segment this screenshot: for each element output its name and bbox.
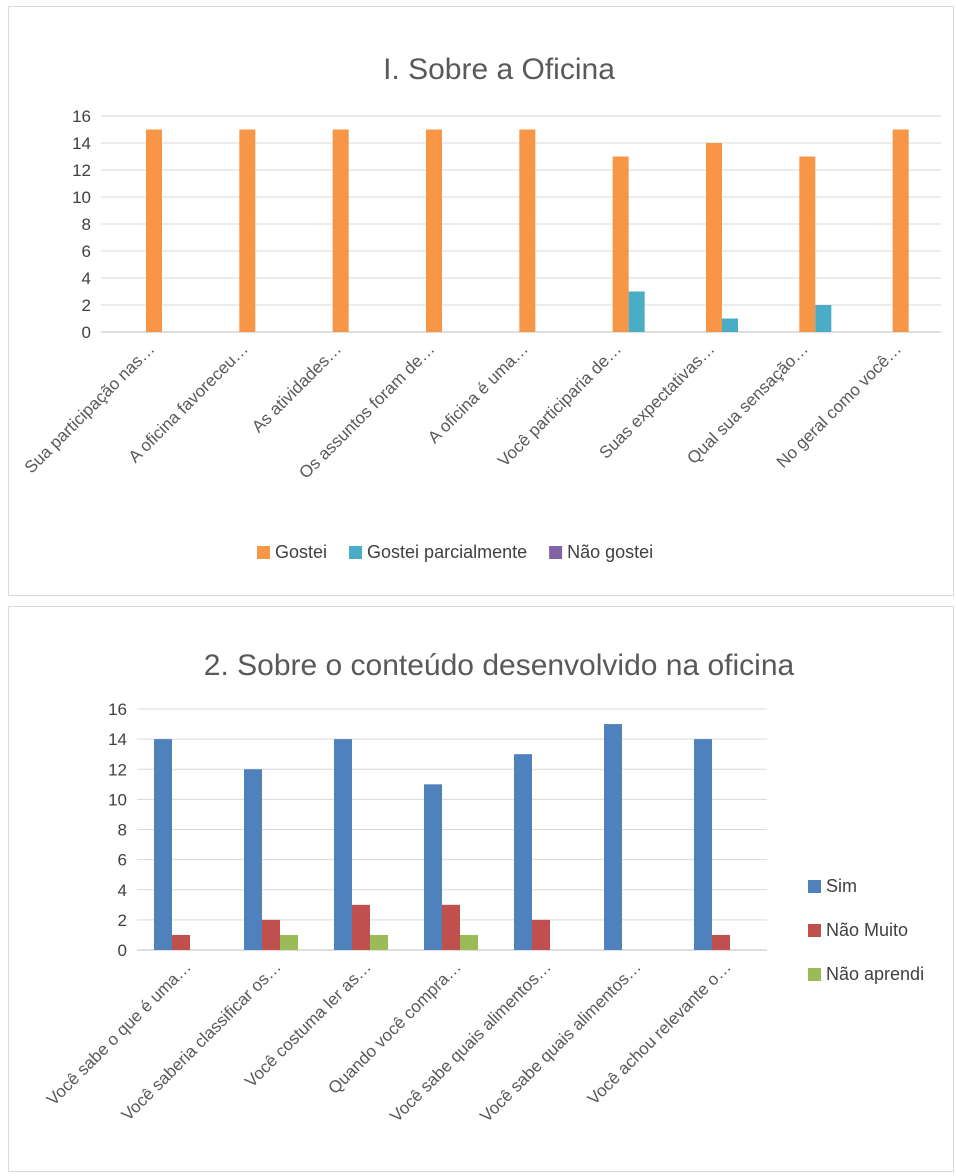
bar-gostei bbox=[706, 143, 722, 332]
y-tick-label: 6 bbox=[82, 242, 91, 261]
bar-sim bbox=[244, 769, 262, 950]
x-category-label: As atividades… bbox=[248, 339, 345, 436]
y-tick-label: 10 bbox=[108, 790, 127, 809]
x-category-label: Você sabe o que é uma… bbox=[43, 957, 195, 1109]
legend-swatch bbox=[257, 546, 270, 559]
y-tick-label: 2 bbox=[82, 296, 91, 315]
bar-sim bbox=[514, 754, 532, 950]
y-tick-label: 16 bbox=[108, 700, 127, 719]
x-category-label: A oficina é uma… bbox=[424, 339, 532, 447]
x-category-label: Você saberia classificar os… bbox=[118, 957, 285, 1124]
chart-sobre-o-conteudo: 2. Sobre o conteúdo desenvolvido na ofic… bbox=[8, 606, 954, 1172]
bar-gostei bbox=[146, 129, 162, 332]
y-tick-label: 2 bbox=[118, 911, 127, 930]
chart-2-title: 2. Sobre o conteúdo desenvolvido na ofic… bbox=[204, 649, 795, 682]
bar-sim bbox=[694, 739, 712, 950]
bar-gostei bbox=[332, 129, 349, 332]
legend-label: Não gostei bbox=[567, 542, 653, 562]
chart-sobre-a-oficina: I. Sobre a Oficina 0 2 4 6 8 10 12 14 16 Sua part… bbox=[8, 6, 954, 596]
bar-n-o-muito bbox=[262, 919, 280, 950]
bar-sim bbox=[424, 784, 442, 950]
y-tick-label: 16 bbox=[72, 107, 91, 126]
chart-2-svg: 2. Sobre o conteúdo desenvolvido na ofic… bbox=[43, 649, 924, 1126]
chart-1-title: I. Sobre a Oficina bbox=[383, 53, 615, 86]
bar-gostei bbox=[799, 156, 816, 332]
y-tick-label: 6 bbox=[118, 851, 127, 870]
bar-gostei bbox=[892, 129, 909, 332]
bar-gostei bbox=[519, 129, 536, 332]
y-tick-label: 10 bbox=[72, 188, 91, 207]
x-category-label: Você achou relevante o… bbox=[584, 957, 735, 1108]
bar-n-o-muito bbox=[352, 904, 370, 950]
legend-swatch bbox=[808, 968, 821, 981]
legend-swatch bbox=[349, 546, 363, 559]
legend-label: Gostei bbox=[275, 542, 327, 562]
bar-n-o-muito bbox=[442, 904, 460, 950]
legend-label: Não Muito bbox=[826, 920, 908, 940]
x-category-label: Você sabe quais alimentos… bbox=[386, 957, 554, 1125]
bar-gostei bbox=[426, 129, 442, 332]
y-tick-label: 8 bbox=[82, 215, 91, 234]
bar-gostei-parcialmente bbox=[628, 291, 645, 332]
bar-gostei-parcialmente bbox=[815, 305, 832, 332]
bar-gostei-parcialmente bbox=[722, 318, 738, 332]
y-tick-label: 4 bbox=[82, 269, 91, 288]
y-tick-label: 12 bbox=[108, 760, 127, 779]
y-tick-label: 14 bbox=[72, 134, 91, 153]
bar-sim bbox=[334, 739, 352, 950]
y-tick-label: 12 bbox=[72, 161, 91, 180]
legend-swatch bbox=[549, 546, 563, 559]
x-category-label: Você sabe quais alimentos… bbox=[476, 957, 644, 1125]
bar-gostei bbox=[239, 129, 256, 332]
y-tick-label: 14 bbox=[108, 730, 127, 749]
legend-label: Sim bbox=[826, 876, 857, 896]
y-tick-label: 8 bbox=[118, 821, 127, 840]
y-tick-label: 0 bbox=[118, 941, 127, 960]
bar-gostei bbox=[612, 156, 629, 332]
legend-swatch bbox=[808, 880, 821, 893]
bar-n-o-muito bbox=[712, 934, 730, 950]
y-tick-label: 0 bbox=[82, 323, 91, 342]
bar-sim bbox=[604, 724, 622, 950]
bar-sim bbox=[154, 739, 172, 950]
legend-swatch bbox=[808, 924, 821, 937]
legend-label: Gostei parcialmente bbox=[367, 542, 527, 562]
bar-n-o-aprendi bbox=[370, 934, 388, 950]
legend-label: Não aprendi bbox=[826, 964, 924, 984]
y-tick-label: 4 bbox=[118, 881, 127, 900]
bar-n-o-muito bbox=[532, 919, 550, 950]
bar-n-o-aprendi bbox=[280, 934, 298, 950]
bar-n-o-muito bbox=[172, 934, 190, 950]
bar-n-o-aprendi bbox=[460, 934, 478, 950]
